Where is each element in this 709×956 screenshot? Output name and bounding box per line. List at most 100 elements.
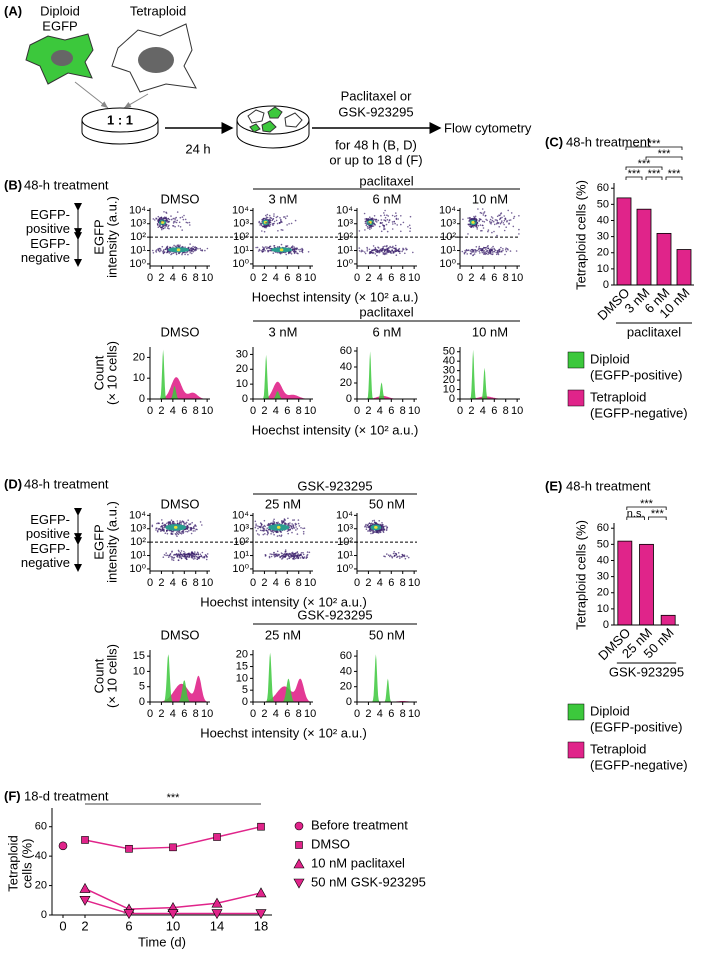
event-dot [167,523,170,525]
event-dot [497,251,499,253]
event-dot [287,554,289,556]
event-dot [395,249,397,252]
event-dot [379,249,381,251]
event-dot [152,249,154,252]
event-dot [299,554,302,556]
event-dot [273,533,275,536]
event-dot [169,522,172,525]
event-dot [281,558,283,560]
event-dot [483,212,485,214]
event-dot [481,251,484,254]
group-label: GSK-923295 [609,664,684,679]
cell-label: Diploid [40,3,80,18]
x-tick-label: 10 [201,577,213,589]
y-axis-label: intensity (a.u.) [104,501,119,583]
event-dot [158,218,161,220]
histogram-tetraploid [154,675,208,702]
x-tick-label: 2 [365,708,371,720]
legend-label: (EGFP-positive) [590,367,682,382]
event-dot [264,555,267,557]
condition-label: DMSO [161,324,200,339]
y-axis-label: cells (%) [19,839,34,889]
event-dot [380,219,383,221]
y-tick-label: 0 [449,393,455,405]
event-dot [203,556,206,558]
event-dot [273,556,276,558]
x-tick-label: 6 [491,272,497,284]
event-dot [279,556,282,558]
event-dot [374,253,377,255]
event-dot [393,554,396,557]
event-dot [170,215,172,217]
cell [249,123,261,133]
event-dot [385,525,387,527]
event-dot [499,217,502,220]
significance-bracket [645,156,683,160]
y-tick-label: 10² [233,231,249,243]
x-tick-label: 10 [304,577,316,589]
event-dot [204,249,206,252]
event-dot [394,215,396,218]
y-tick-label: 10¹ [130,244,146,256]
x-tick-label: 8 [193,708,199,720]
event-dot [386,528,388,530]
event-dot [277,521,279,524]
event-dot [400,215,402,217]
event-dot [256,246,259,249]
event-dot [377,246,379,248]
event-dot [491,217,494,219]
event-dot [167,250,169,252]
event-dot [397,218,400,220]
event-dot [479,218,482,220]
event-dot [367,217,369,220]
y-axis-label: Tetraploid [5,835,20,891]
event-dot [358,230,361,232]
event-dot [186,556,188,559]
y-tick-label: 10⁴ [439,204,456,216]
event-dot [272,553,274,556]
event-dot [368,226,371,228]
event-dot [470,218,472,220]
event-dot [174,225,176,228]
event-dot [467,233,469,235]
event-dot [199,247,201,250]
event-dot [283,555,285,557]
event-dot [291,531,293,534]
x-tick-label: 0 [457,272,463,284]
event-dot [284,550,287,553]
y-tick-label: 0 [346,393,352,405]
event-dot [401,553,404,556]
event-dot [488,252,490,255]
event-dot [176,554,179,557]
readout-label: Flow cytometry [444,120,532,135]
event-dot [174,245,177,248]
event-dot [407,226,409,228]
x-tick-label: 2 [158,272,164,284]
gate-label: negative [21,250,70,265]
event-dot [507,209,510,212]
y-tick-label: 10³ [440,218,456,230]
event-dot [394,248,397,250]
event-dot [401,556,403,558]
event-dot [178,523,181,525]
event-dot [393,220,396,223]
event-dot [267,225,270,227]
event-dot [382,524,384,526]
event-dot [387,215,390,217]
event-dot [296,533,299,535]
event-dot [497,249,500,252]
event-dot [287,532,290,535]
x-tick-label: 8 [296,272,302,284]
y-tick-label: 10⁴ [336,204,353,216]
event-dot [190,551,193,554]
event-dot [283,521,285,523]
event-dot [156,527,158,529]
x-tick-label: 0 [354,272,360,284]
event-dot [174,219,176,221]
event-dot [501,216,503,219]
event-dot [195,248,197,250]
event-dot [192,530,195,532]
x-tick-label: 2 [158,577,164,589]
event-dot [478,219,481,222]
event-dot [370,532,372,535]
